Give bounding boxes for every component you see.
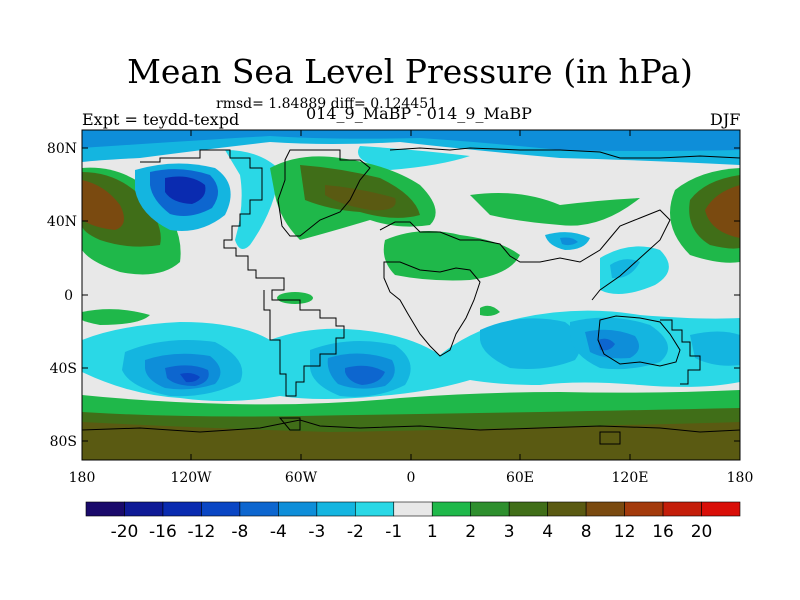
colorbar-swatch [701, 501, 741, 517]
colorbar-swatch [85, 501, 125, 517]
colorbar-label: -4 [270, 522, 287, 542]
x-tick-label: 120W [170, 470, 212, 486]
colorbar-swatch [585, 501, 625, 517]
colorbar-label: -20 [111, 522, 139, 542]
colorbar-label: -3 [308, 522, 325, 542]
colorbar-label: -8 [231, 522, 248, 542]
indian-low [480, 318, 581, 369]
colorbar-label: 12 [614, 522, 636, 542]
season-label: DJF [710, 110, 741, 129]
colorbar-label: -12 [188, 522, 216, 542]
se-pacific-low-center [180, 373, 200, 383]
x-tick-label: 180 [69, 470, 96, 486]
coastlines [82, 147, 740, 445]
colorbar-swatch [316, 501, 356, 517]
x-tick-label: 120E [612, 470, 649, 486]
colorbar-swatch [162, 501, 202, 517]
australia-low-core [598, 338, 615, 351]
tropical-high-3 [480, 305, 500, 316]
colorbar-label: 20 [691, 522, 713, 542]
colorbar: -20 -16 -12 -8 -4 -3 -2 -1 1 2 3 4 8 12 16 20 [85, 501, 741, 542]
colorbar-label: 4 [542, 522, 553, 542]
colorbar-swatch [662, 501, 702, 517]
colorbar-swatch [201, 501, 241, 517]
tropical-high-1 [277, 292, 313, 304]
colorbar-swatch [124, 501, 164, 517]
x-tick-label: 180 [727, 470, 754, 486]
colorbar-label: -1 [385, 522, 402, 542]
colorbar-swatch [393, 501, 433, 517]
antarctic-high-core [82, 422, 740, 460]
y-tick-label: 0 [64, 288, 73, 304]
map-plot-area [82, 130, 740, 460]
colorbar-swatch [354, 501, 395, 517]
colorbar-swatch [624, 501, 664, 517]
y-tick-label: 80S [50, 434, 77, 450]
tropical-high-2 [82, 309, 150, 325]
pacific-east-high-core [705, 185, 740, 238]
x-tick-label: 60W [285, 470, 318, 486]
pacific-high-core [82, 180, 124, 230]
sw-pacific-low [690, 331, 740, 366]
colorbar-swatch [470, 501, 510, 517]
y-tick-label: 40S [50, 361, 77, 377]
subtitle-label: 014_9_MaBP - 014_9_MaBP [306, 104, 532, 123]
stats-label: rmsd= 1.84889 diff= 0.124451 [216, 96, 438, 112]
s-atlantic-low-core [345, 365, 385, 385]
colorbar-label: 16 [652, 522, 674, 542]
experiment-label: Expt = teydd-texpd [82, 110, 240, 129]
colorbar-swatch [508, 501, 548, 517]
colorbar-swatch [278, 501, 318, 517]
colorbar-label: 8 [581, 522, 592, 542]
siberia-high [470, 192, 640, 226]
colorbar-swatch [431, 501, 472, 517]
colorbar-label: 3 [504, 522, 515, 542]
arctic-rim [358, 146, 470, 170]
x-tick-label: 60E [506, 470, 534, 486]
east-asia-low-core [610, 259, 640, 279]
x-ticks [190, 130, 631, 460]
east-asia-low [600, 246, 669, 294]
atlantic-high-core [325, 185, 396, 211]
south-asia-low-core [560, 237, 578, 246]
y-tick-label: 40N [47, 214, 77, 230]
y-ticks [82, 147, 740, 442]
arctic-low-core [82, 130, 740, 151]
eurasia-high [383, 231, 520, 281]
colorbar-label: 2 [465, 522, 476, 542]
colorbar-swatch [547, 501, 587, 517]
y-tick-label: 80N [47, 141, 77, 157]
colorbar-label: 1 [427, 522, 438, 542]
x-tick-label: 0 [407, 470, 416, 486]
colorbar-label: -2 [347, 522, 364, 542]
colorbar-swatch [239, 501, 279, 517]
map-title: Mean Sea Level Pressure (in hPa) [127, 52, 693, 91]
colorbar-label: -16 [149, 522, 177, 542]
aleutian-low-core [165, 176, 206, 204]
